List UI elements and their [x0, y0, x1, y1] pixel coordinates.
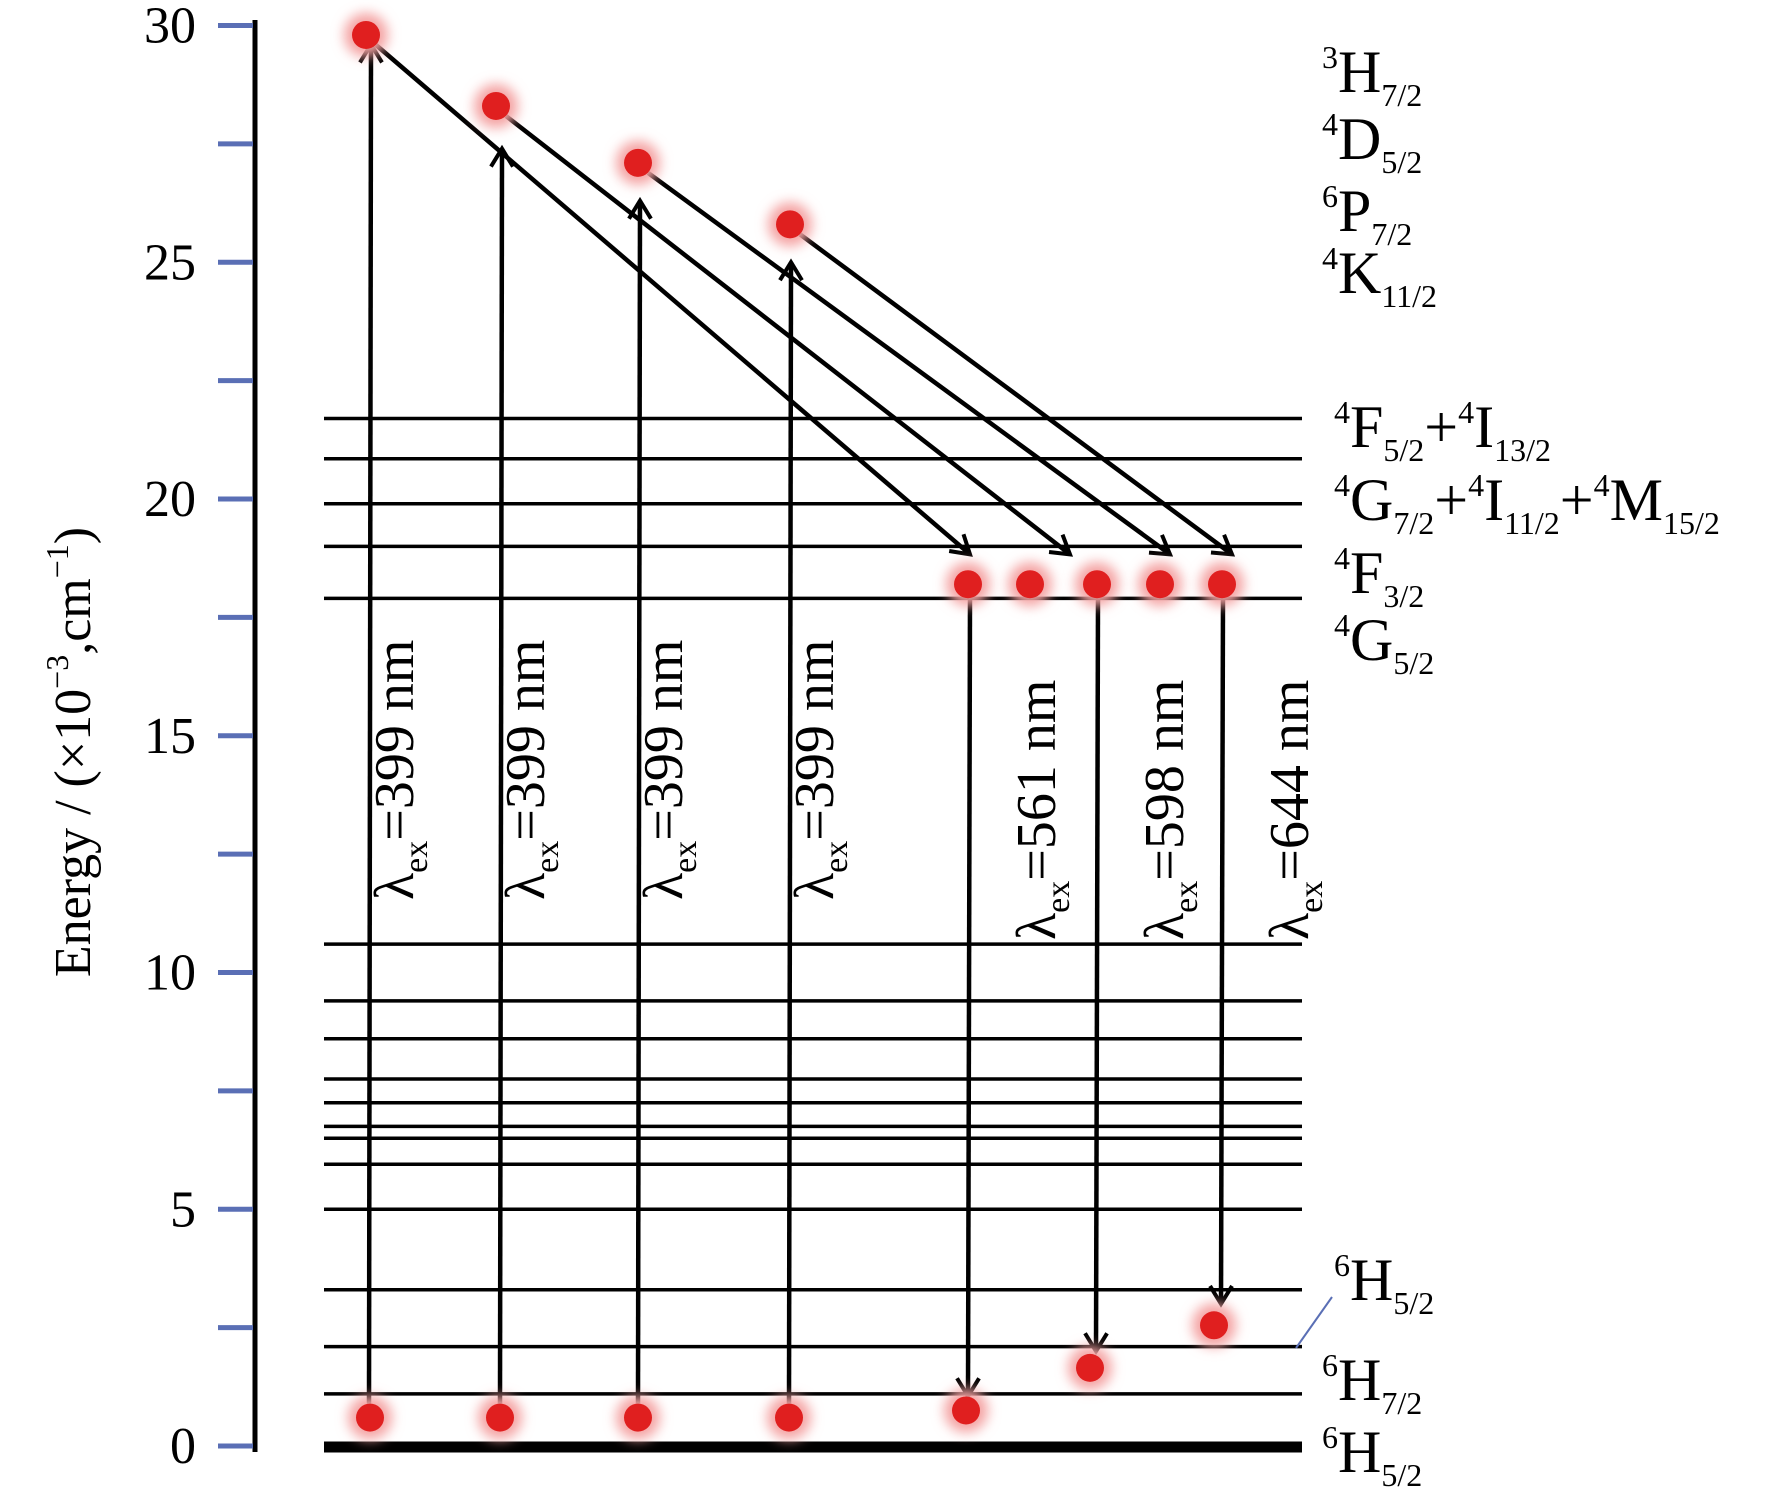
state-label-6: 4F3/2: [1334, 540, 1424, 614]
emitting-electron-dot-1: [1008, 562, 1052, 607]
emission-arrow-1: [1083, 596, 1109, 1356]
state-label-8: 6H5/2: [1334, 1247, 1434, 1321]
excited-level-bands: [328, 52, 1300, 269]
state-label-10: 6H5/2: [1322, 1419, 1422, 1493]
emission-arrow-0: [955, 596, 981, 1401]
emission-arrow-2: [1208, 596, 1234, 1308]
energy-axis: 0 5 10 15 20 25 30: [144, 0, 258, 1475]
ground-electron-dot-1: [478, 1395, 522, 1440]
excited-electron-dot-1: [474, 83, 518, 128]
relaxation-arrow-1: [504, 114, 1074, 557]
state-label-7: 4G5/2: [1334, 607, 1434, 681]
relaxation-arrow-2: [646, 170, 1174, 557]
state-label-3: 4K11/2: [1322, 240, 1437, 314]
state-label-9: 6H7/2: [1322, 1347, 1422, 1421]
emission-label-0: λex=561 nm: [1006, 680, 1077, 940]
tick-label-0: 0: [170, 1418, 196, 1475]
tick-label-10: 10: [144, 945, 196, 1002]
final-electron-dot-0: [944, 1388, 988, 1433]
final-electron-dot-1: [1068, 1345, 1112, 1390]
ground-electron-dot-3: [767, 1395, 811, 1440]
emitting-electron-dot-2: [1075, 562, 1119, 607]
emission-label-1: λex=598 nm: [1134, 680, 1205, 940]
excitation-label-3: λex=399 nm: [784, 640, 855, 900]
ground-electron-dot-2: [616, 1395, 660, 1440]
state-label-4: 4F5/2+4I13/2: [1334, 394, 1551, 468]
excited-electron-dot-2: [616, 140, 660, 185]
state-label-pointer: [1295, 1296, 1333, 1349]
electron-dots: [344, 12, 1244, 1440]
state-label-2: 6P7/2: [1322, 178, 1412, 252]
tick-label-20: 20: [144, 471, 196, 528]
tick-label-30: 30: [144, 0, 196, 55]
relaxation-arrow-3: [798, 232, 1236, 557]
tick-label-5: 5: [170, 1181, 196, 1238]
excited-electron-dot-0: [344, 12, 388, 57]
excitation-arrow-2: [627, 196, 653, 1404]
excitation-arrow-0: [358, 40, 384, 1404]
final-electron-dot-2: [1192, 1303, 1236, 1348]
excitation-arrow-1: [489, 144, 515, 1404]
relaxation-arrow-0: [374, 43, 973, 557]
transition-arrows: λex=399 nm λex=399 nm λex=399 nm λex=399 nm…: [358, 40, 1330, 1404]
energy-levels: [324, 416, 1302, 1453]
emitting-electron-dot-4: [1200, 562, 1244, 607]
excited-electron-dot-3: [768, 202, 812, 247]
excitation-label-2: λex=399 nm: [633, 640, 704, 900]
ground-electron-dot-0: [348, 1395, 392, 1440]
state-label-5: 4G7/2+4I11/2+4M15/2: [1334, 467, 1720, 541]
tick-label-15: 15: [144, 708, 196, 765]
excitation-label-0: λex=399 nm: [364, 640, 435, 900]
emission-label-2: λex=644 nm: [1259, 680, 1330, 940]
state-label-0: 3H7/2: [1322, 39, 1422, 113]
emitting-electron-dot-3: [1138, 562, 1182, 607]
axis-title: Energy / (×10−3,cm−1): [39, 527, 102, 977]
state-label-1: 4D5/2: [1322, 106, 1422, 180]
excitation-arrow-3: [778, 258, 804, 1404]
tick-label-25: 25: [144, 234, 196, 291]
emitting-electron-dot-0: [946, 562, 990, 607]
excitation-label-1: λex=399 nm: [495, 640, 566, 900]
